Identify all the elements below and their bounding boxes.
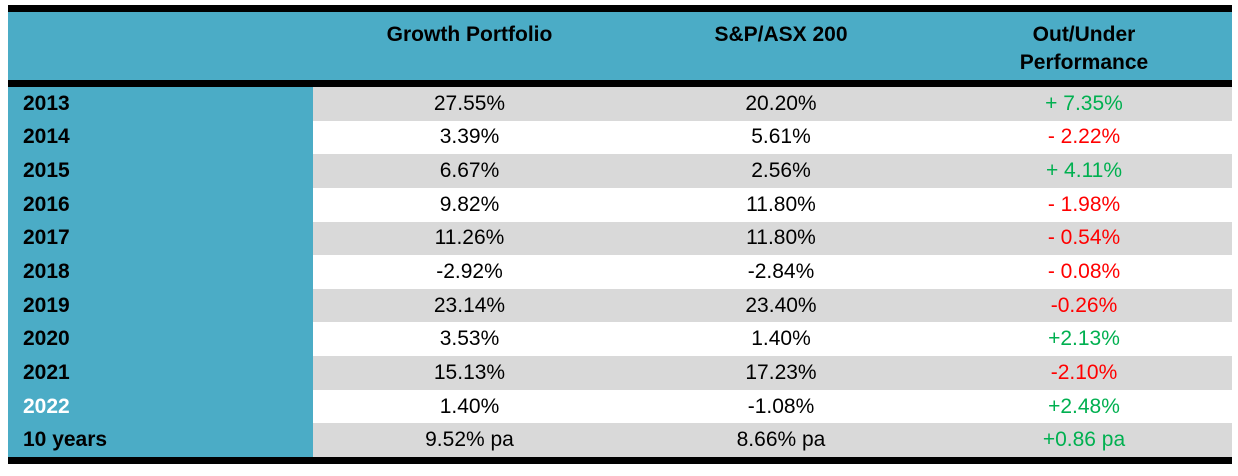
table-header-row: Growth Portfolio S&P/ASX 200 Out/Under P… (8, 12, 1232, 80)
table-row: 2020 3.53% 1.40% +2.13% (8, 322, 1232, 357)
year-cell: 2015 (8, 154, 313, 188)
year-cell: 2013 (8, 87, 313, 121)
table-row: 2014 3.39% 5.61% - 2.22% (8, 120, 1232, 155)
table-row: 2021 15.13% 17.23% -2.10% (8, 356, 1232, 390)
year-cell: 2022 (8, 389, 313, 424)
out-under-performance-cell: -2.10% (936, 356, 1232, 390)
sp-asx-200-cell: 2.56% (626, 154, 936, 188)
sp-asx-200-cell: 1.40% (626, 322, 936, 357)
header-out-under-performance-label: Out/Under Performance (1019, 23, 1149, 74)
out-under-performance-cell: - 0.08% (936, 255, 1232, 289)
table-row: 2019 23.14% 23.40% -0.26% (8, 288, 1232, 323)
year-cell: 2017 (8, 221, 313, 256)
sp-asx-200-cell: 5.61% (626, 120, 936, 155)
out-under-performance-cell: +2.13% (936, 322, 1232, 357)
growth-portfolio-cell: 1.40% (313, 389, 626, 424)
performance-table: Growth Portfolio S&P/ASX 200 Out/Under P… (8, 5, 1232, 464)
growth-portfolio-cell: 9.52% pa (313, 423, 626, 458)
year-cell: 2014 (8, 120, 313, 155)
header-growth-portfolio-label: Growth Portfolio (386, 23, 553, 46)
growth-portfolio-cell: 3.53% (313, 322, 626, 357)
table-row: 2015 6.67% 2.56% + 4.11% (8, 154, 1232, 188)
growth-portfolio-cell: 3.39% (313, 120, 626, 155)
year-cell: 2018 (8, 255, 313, 289)
sp-asx-200-cell: -1.08% (626, 389, 936, 424)
header-sp-asx-200: S&P/ASX 200 (626, 12, 936, 80)
header-growth-portfolio: Growth Portfolio (313, 12, 626, 80)
table-body: 2013 27.55% 20.20% + 7.35% 2014 3.39% 5.61% - 2… (8, 87, 1232, 458)
out-under-performance-cell: - 2.22% (936, 120, 1232, 155)
table-row: 2018 -2.92% -2.84% - 0.08% (8, 255, 1232, 289)
out-under-performance-cell: + 4.11% (936, 154, 1232, 188)
header-sp-asx-200-label: S&P/ASX 200 (714, 23, 848, 46)
out-under-performance-cell: + 7.35% (936, 87, 1232, 121)
out-under-performance-cell: - 0.54% (936, 221, 1232, 256)
growth-portfolio-cell: 6.67% (313, 154, 626, 188)
sp-asx-200-cell: 23.40% (626, 288, 936, 323)
year-cell: 2021 (8, 356, 313, 390)
growth-portfolio-cell: 11.26% (313, 221, 626, 256)
sp-asx-200-cell: 11.80% (626, 221, 936, 256)
year-cell: 2019 (8, 288, 313, 323)
header-out-under-performance: Out/Under Performance (936, 12, 1232, 80)
header-year-spacer (8, 12, 313, 80)
sp-asx-200-cell: -2.84% (626, 255, 936, 289)
growth-portfolio-cell: 27.55% (313, 87, 626, 121)
table-row: 10 years 9.52% pa 8.66% pa +0.86 pa (8, 423, 1232, 458)
out-under-performance-cell: +0.86 pa (936, 423, 1232, 458)
growth-portfolio-cell: 9.82% (313, 187, 626, 222)
table-row: 2022 1.40% -1.08% +2.48% (8, 389, 1232, 424)
sp-asx-200-cell: 20.20% (626, 87, 936, 121)
table-row: 2017 11.26% 11.80% - 0.54% (8, 221, 1232, 256)
sp-asx-200-cell: 17.23% (626, 356, 936, 390)
out-under-performance-cell: - 1.98% (936, 187, 1232, 222)
year-cell: 10 years (8, 423, 313, 458)
year-cell: 2020 (8, 322, 313, 357)
sp-asx-200-cell: 11.80% (626, 187, 936, 222)
out-under-performance-cell: +2.48% (936, 389, 1232, 424)
growth-portfolio-cell: 15.13% (313, 356, 626, 390)
growth-portfolio-cell: 23.14% (313, 288, 626, 323)
table-row: 2013 27.55% 20.20% + 7.35% (8, 87, 1232, 121)
year-cell: 2016 (8, 187, 313, 222)
out-under-performance-cell: -0.26% (936, 288, 1232, 323)
growth-portfolio-cell: -2.92% (313, 255, 626, 289)
table-row: 2016 9.82% 11.80% - 1.98% (8, 187, 1232, 222)
sp-asx-200-cell: 8.66% pa (626, 423, 936, 458)
header-divider (8, 80, 1232, 87)
